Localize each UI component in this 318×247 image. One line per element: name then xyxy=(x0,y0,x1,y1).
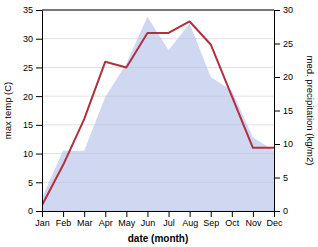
tick: Sep xyxy=(203,211,219,228)
tick-mark xyxy=(36,125,42,126)
tick-mark xyxy=(84,211,85,217)
tick-mark xyxy=(147,211,148,217)
tick-label: Apr xyxy=(99,218,113,228)
tick-label: 35 xyxy=(23,5,33,15)
chart: JanFebMarAprMayJunJulAugSepOctNovDec0510… xyxy=(0,0,318,247)
axis-line xyxy=(275,11,281,212)
tick: 10 xyxy=(23,149,42,159)
tick-label: 25 xyxy=(23,63,33,73)
tick: 30 xyxy=(274,5,293,15)
tick-mark xyxy=(36,67,42,68)
y2-axis-title: med. precipitation (kg/m2) xyxy=(305,56,316,166)
x-axis: Jan Feb Mar Apr May Jun Jul Aug Sep Oct Nov Dec xyxy=(35,211,283,228)
tick-mark xyxy=(36,39,42,40)
y2-axis: 0 5 10 15 20 25 30 xyxy=(274,5,293,216)
tick-mark xyxy=(274,10,280,11)
axis-line xyxy=(36,11,43,212)
tick-label: 15 xyxy=(23,120,33,130)
tick-mark xyxy=(211,211,212,217)
tick-mark xyxy=(190,211,191,217)
line xyxy=(42,21,274,205)
tick-label: May xyxy=(118,218,136,228)
tick: 25 xyxy=(274,39,293,49)
tick: Mar xyxy=(77,211,93,228)
tick-mark xyxy=(36,96,42,97)
tick: 20 xyxy=(23,92,42,102)
tick-label: 5 xyxy=(283,173,288,183)
tick-label: Jul xyxy=(163,218,175,228)
tick: 5 xyxy=(274,173,288,183)
tick: May xyxy=(118,211,136,228)
tick-mark xyxy=(105,211,106,217)
tick: 15 xyxy=(274,106,293,116)
tick-label: 5 xyxy=(28,178,33,188)
grid xyxy=(42,10,274,211)
tick-label: Aug xyxy=(182,218,198,228)
tick-label: Jan xyxy=(35,218,50,228)
tick-label: 15 xyxy=(283,106,293,116)
tick-label: 25 xyxy=(283,39,293,49)
tick-mark xyxy=(169,211,170,217)
tick-label: Sep xyxy=(203,218,219,228)
area xyxy=(42,17,274,211)
y-axis: 0 5 10 15 20 25 30 35 xyxy=(23,5,43,216)
tick-label: Dec xyxy=(266,218,283,228)
tick: Apr xyxy=(99,211,113,228)
tick-mark xyxy=(36,10,42,11)
tick-mark xyxy=(253,211,254,217)
tick-label: 20 xyxy=(23,92,33,102)
axis-line xyxy=(43,212,275,218)
tick: Jul xyxy=(163,211,175,228)
tick-mark xyxy=(126,211,127,217)
tick-mark xyxy=(36,182,42,183)
tick: Aug xyxy=(182,211,198,228)
tick: 10 xyxy=(274,139,293,149)
tick: 30 xyxy=(23,34,42,44)
tick-label: 30 xyxy=(23,34,33,44)
tick-label: Oct xyxy=(225,218,240,228)
tick-label: Nov xyxy=(245,218,262,228)
tick-label: 20 xyxy=(283,72,293,82)
tick-mark xyxy=(274,178,280,179)
tick-mark xyxy=(274,44,280,45)
tick: Jun xyxy=(141,211,156,228)
tick: Nov xyxy=(245,211,262,228)
tick-label: Mar xyxy=(77,218,93,228)
tick-label: Jun xyxy=(141,218,156,228)
tick: 0 xyxy=(28,206,42,216)
tick-mark xyxy=(63,211,64,217)
tick-mark xyxy=(36,211,42,212)
plot-area: JanFebMarAprMayJunJulAugSepOctNovDec0510… xyxy=(23,5,293,228)
tick: 15 xyxy=(23,120,42,130)
x-axis-title: date (month) xyxy=(128,233,189,244)
tick-mark xyxy=(274,211,280,212)
tick-mark xyxy=(274,144,280,145)
frame xyxy=(42,10,274,11)
tick: Oct xyxy=(225,211,240,228)
tick-label: 10 xyxy=(283,139,293,149)
tick-mark xyxy=(274,77,280,78)
tick: 0 xyxy=(274,206,288,216)
tick-mark xyxy=(274,111,280,112)
grid-line xyxy=(42,10,274,11)
tick-label: 0 xyxy=(283,206,288,216)
tick: Jan xyxy=(35,211,50,228)
tick-label: 10 xyxy=(23,149,33,159)
tick: 5 xyxy=(28,178,42,188)
marks xyxy=(42,17,274,211)
tick-label: Feb xyxy=(56,218,72,228)
tick-label: 30 xyxy=(283,5,293,15)
tick: Feb xyxy=(56,211,72,228)
tick: 25 xyxy=(23,63,42,73)
y-axis-title: max temp (C) xyxy=(2,82,13,140)
tick: Dec xyxy=(266,211,283,228)
tick-mark xyxy=(232,211,233,217)
tick-label: 0 xyxy=(28,206,33,216)
tick-mark xyxy=(36,154,42,155)
tick: 35 xyxy=(23,5,42,15)
tick: 20 xyxy=(274,72,293,82)
